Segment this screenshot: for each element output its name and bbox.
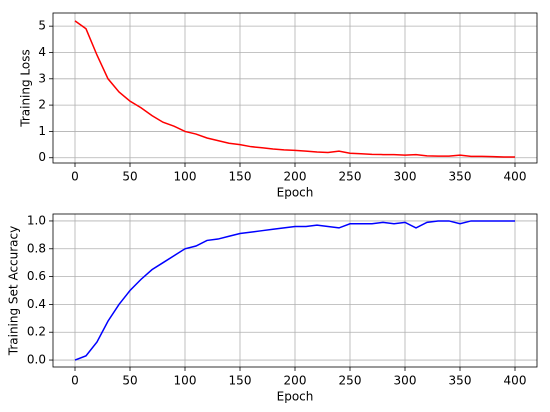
x-axis-label: Epoch	[277, 390, 314, 404]
y-tick-label: 0	[38, 150, 46, 164]
x-tick-label: 0	[71, 170, 79, 184]
x-tick-label: 50	[122, 170, 137, 184]
x-tick-label: 400	[504, 374, 527, 388]
y-axis-label: Training Loss	[19, 49, 33, 127]
x-tick-label: 150	[229, 170, 252, 184]
x-tick-label: 50	[122, 374, 137, 388]
x-axis-label: Epoch	[277, 186, 314, 200]
y-axis-label: Training Set Accuracy	[7, 226, 21, 356]
data-line	[74, 20, 515, 158]
y-tick-label: 0.2	[27, 325, 46, 339]
x-tick-label: 100	[174, 374, 197, 388]
x-tick-label: 200	[284, 374, 307, 388]
plot-frame	[52, 213, 538, 368]
y-tick-label: 3	[38, 71, 46, 85]
y-tick-label: 4	[38, 45, 46, 59]
x-tick-label: 150	[229, 374, 252, 388]
y-tick-label: 2	[38, 98, 46, 112]
y-tick-label: 0.4	[27, 297, 46, 311]
y-tick-label: 1	[38, 124, 46, 138]
x-tick-label: 200	[284, 170, 307, 184]
y-tick-label: 0.8	[27, 241, 46, 255]
x-tick-label: 350	[449, 170, 472, 184]
plot-frame	[52, 12, 538, 164]
x-tick-label: 100	[174, 170, 197, 184]
x-tick-label: 0	[71, 374, 79, 388]
y-tick-label: 0.6	[27, 269, 46, 283]
x-tick-label: 300	[394, 374, 417, 388]
x-tick-label: 250	[339, 374, 362, 388]
data-line	[74, 220, 515, 361]
y-tick-label: 1.0	[27, 213, 46, 227]
x-tick-label: 250	[339, 170, 362, 184]
x-tick-label: 400	[504, 170, 527, 184]
y-tick-label: 0.0	[27, 353, 46, 367]
y-tick-label: 5	[38, 19, 46, 33]
x-tick-label: 300	[394, 170, 417, 184]
x-tick-label: 350	[449, 374, 472, 388]
